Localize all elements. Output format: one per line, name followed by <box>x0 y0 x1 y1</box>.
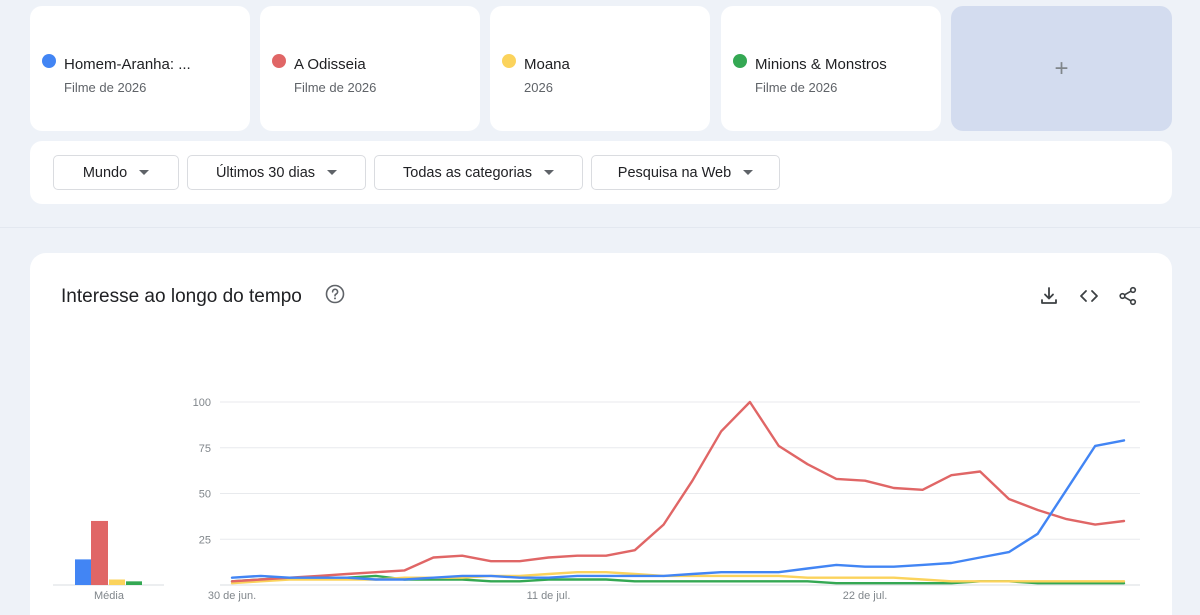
series-color-dot <box>733 54 747 68</box>
region-label: Mundo <box>82 164 128 181</box>
term-card[interactable]: Homem-Aranha: ... Filme de 2026 <box>30 6 250 131</box>
share-icon[interactable] <box>1117 285 1139 307</box>
series-color-dot <box>42 54 56 68</box>
term-subtitle: Filme de 2026 <box>755 80 838 95</box>
term-name: Moana <box>524 56 570 73</box>
caret-down-icon <box>743 170 754 175</box>
term-subtitle: 2026 <box>524 80 553 95</box>
section-divider <box>0 227 1200 228</box>
term-name: Homem-Aranha: ... <box>64 56 191 73</box>
category-label: Todas as categorias <box>403 164 532 181</box>
caret-down-icon <box>327 170 338 175</box>
category-dropdown[interactable]: Todas as categorias <box>374 155 583 190</box>
period-label: Últimos 30 dias <box>215 164 316 181</box>
term-card[interactable]: A Odisseia Filme de 2026 <box>260 6 480 131</box>
interest-over-time-card: Interesse ao longo do tempo <box>30 253 1172 615</box>
download-icon[interactable] <box>1038 285 1060 307</box>
term-subtitle: Filme de 2026 <box>64 80 147 95</box>
caret-down-icon <box>139 170 150 175</box>
add-term-button[interactable]: + <box>951 6 1172 131</box>
search-type-dropdown[interactable]: Pesquisa na Web <box>591 155 780 190</box>
filter-bar: Mundo Últimos 30 dias Todas as categoria… <box>30 141 1172 204</box>
chart-title: Interesse ao longo do tempo <box>61 286 302 307</box>
term-subtitle: Filme de 2026 <box>294 80 377 95</box>
caret-down-icon <box>543 170 554 175</box>
period-dropdown[interactable]: Últimos 30 dias <box>187 155 366 190</box>
series-color-dot <box>502 54 516 68</box>
embed-code-icon[interactable] <box>1078 285 1100 307</box>
help-circle-icon[interactable] <box>325 284 345 304</box>
plus-icon: + <box>1054 54 1069 82</box>
term-name: Minions & Monstros <box>755 56 887 73</box>
region-dropdown[interactable]: Mundo <box>53 155 179 190</box>
term-card[interactable]: Moana 2026 <box>490 6 710 131</box>
search-type-label: Pesquisa na Web <box>617 164 732 181</box>
term-name: A Odisseia <box>294 56 366 73</box>
series-color-dot <box>272 54 286 68</box>
term-card[interactable]: Minions & Monstros Filme de 2026 <box>721 6 941 131</box>
